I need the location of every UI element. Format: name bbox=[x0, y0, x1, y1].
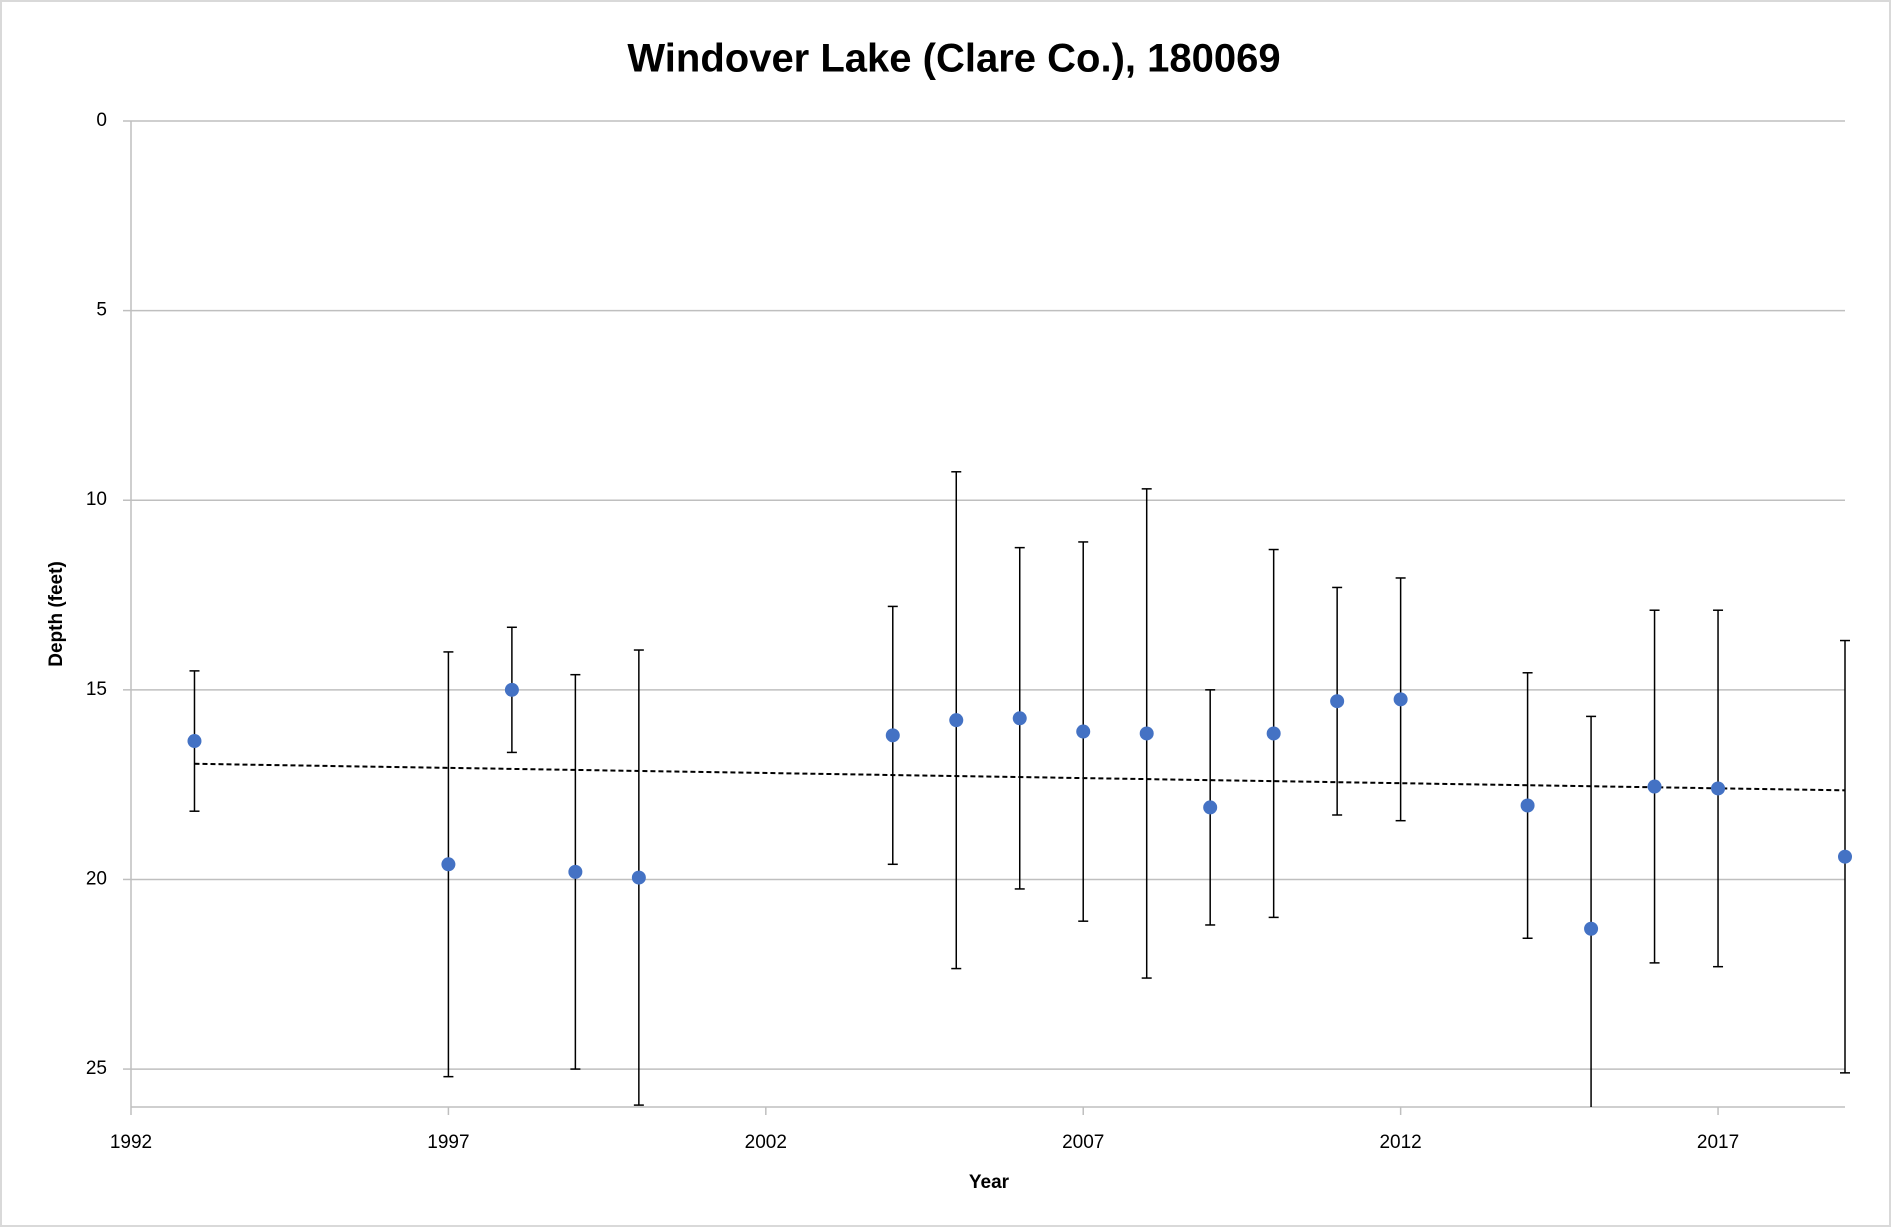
y-tick-label: 25 bbox=[86, 1058, 107, 1079]
point bbox=[1838, 849, 1852, 864]
x-tick-label: 2002 bbox=[745, 1132, 787, 1153]
point bbox=[1647, 779, 1662, 794]
trendline bbox=[194, 762, 1846, 792]
x-tick-label: 2017 bbox=[1697, 1132, 1739, 1153]
x-tick-label: 2007 bbox=[1062, 1132, 1104, 1153]
y-axis-title: Depth (feet) bbox=[46, 561, 67, 667]
point bbox=[504, 682, 519, 697]
x-tick-label: 2012 bbox=[1379, 1132, 1421, 1153]
point bbox=[1076, 724, 1091, 739]
y-tick-label: 15 bbox=[86, 679, 107, 700]
point bbox=[1584, 921, 1599, 936]
point bbox=[631, 870, 646, 885]
y-tick-label: 20 bbox=[86, 868, 107, 889]
point bbox=[949, 713, 964, 728]
y-tick-label: 10 bbox=[86, 489, 107, 510]
point bbox=[1139, 726, 1154, 741]
point bbox=[1012, 711, 1027, 726]
point bbox=[885, 728, 900, 743]
point bbox=[1711, 781, 1726, 796]
y-tick-label: 5 bbox=[96, 300, 107, 321]
point bbox=[1330, 694, 1345, 709]
point bbox=[441, 857, 456, 872]
point bbox=[1520, 798, 1535, 813]
point bbox=[187, 734, 202, 749]
x-tick-label: 1992 bbox=[110, 1132, 152, 1153]
point bbox=[1203, 800, 1218, 815]
point bbox=[1266, 726, 1281, 741]
x-tick-label: 1997 bbox=[427, 1132, 469, 1153]
point bbox=[1393, 692, 1408, 707]
point bbox=[568, 864, 583, 879]
y-tick-label: 0 bbox=[96, 110, 107, 131]
chart-title: Windover Lake (Clare Co.), 180069 bbox=[627, 37, 1280, 81]
x-axis-title: Year bbox=[969, 1172, 1010, 1193]
